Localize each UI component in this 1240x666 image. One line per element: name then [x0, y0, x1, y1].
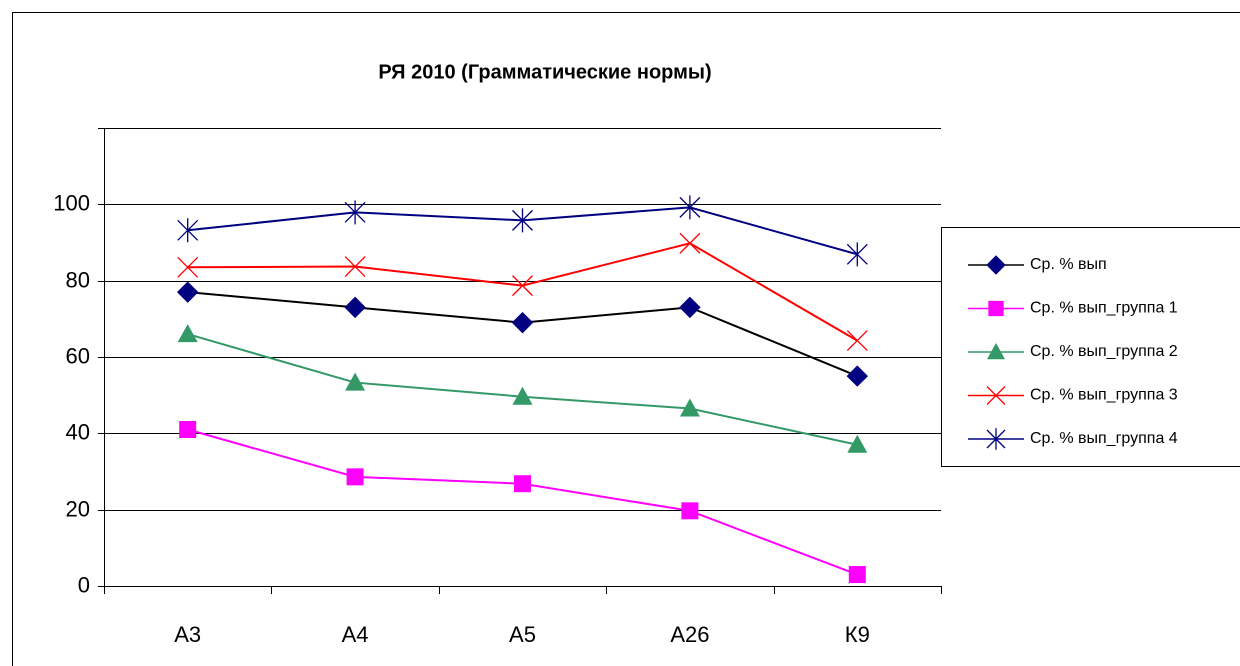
data-point — [176, 281, 199, 303]
y-tick-label: 80 — [66, 267, 90, 292]
y-tick-label: 0 — [78, 572, 90, 597]
series-line — [187, 428, 858, 576]
data-point — [846, 242, 868, 267]
x-tick-label: А26 — [670, 622, 709, 647]
data-point — [679, 398, 700, 417]
data-point — [512, 275, 533, 297]
legend-marker — [987, 343, 1005, 360]
y-tick-label: 20 — [66, 496, 90, 521]
data-point — [344, 200, 366, 225]
y-tick-label: 40 — [66, 419, 90, 444]
data-point — [177, 256, 199, 278]
data-point — [511, 311, 534, 334]
data-point — [681, 502, 699, 520]
data-point — [846, 365, 869, 387]
x-tick-label: А3 — [174, 622, 201, 647]
legend-marker — [986, 428, 1006, 450]
x-tick-label: А5 — [509, 622, 536, 647]
legend-label: Ср. % вып_группа 4 — [1030, 430, 1178, 447]
data-point — [346, 468, 364, 486]
data-point — [345, 372, 366, 391]
legend-marker — [986, 255, 1006, 275]
data-point — [179, 421, 197, 439]
data-point — [679, 232, 701, 254]
legend-marker — [988, 300, 1004, 317]
data-point — [344, 296, 366, 319]
data-point — [679, 296, 701, 319]
x-tick-label: А4 — [342, 622, 369, 647]
legend-marker — [986, 386, 1006, 405]
data-point — [846, 330, 868, 352]
data-point — [512, 386, 533, 405]
data-point — [177, 218, 199, 243]
data-point — [848, 566, 866, 584]
legend-label: Ср. % вып_группа 1 — [1030, 300, 1178, 317]
data-point — [847, 434, 868, 453]
legend-label: Ср. % вып — [1030, 256, 1107, 273]
data-point — [514, 475, 531, 493]
legend-label: Ср. % вып_группа 3 — [1030, 387, 1178, 404]
chart-border — [12, 12, 1240, 666]
x-tick-label: К9 — [845, 622, 870, 647]
legend-label: Ср. % вып_группа 2 — [1030, 343, 1178, 360]
data-point — [512, 208, 533, 233]
y-tick-label: 60 — [66, 343, 90, 368]
data-point — [177, 324, 198, 343]
data-point — [344, 256, 366, 278]
chart-title: РЯ 2010 (Грамматические нормы) — [378, 61, 711, 83]
y-tick-label: 100 — [53, 190, 90, 215]
data-point — [679, 195, 701, 220]
